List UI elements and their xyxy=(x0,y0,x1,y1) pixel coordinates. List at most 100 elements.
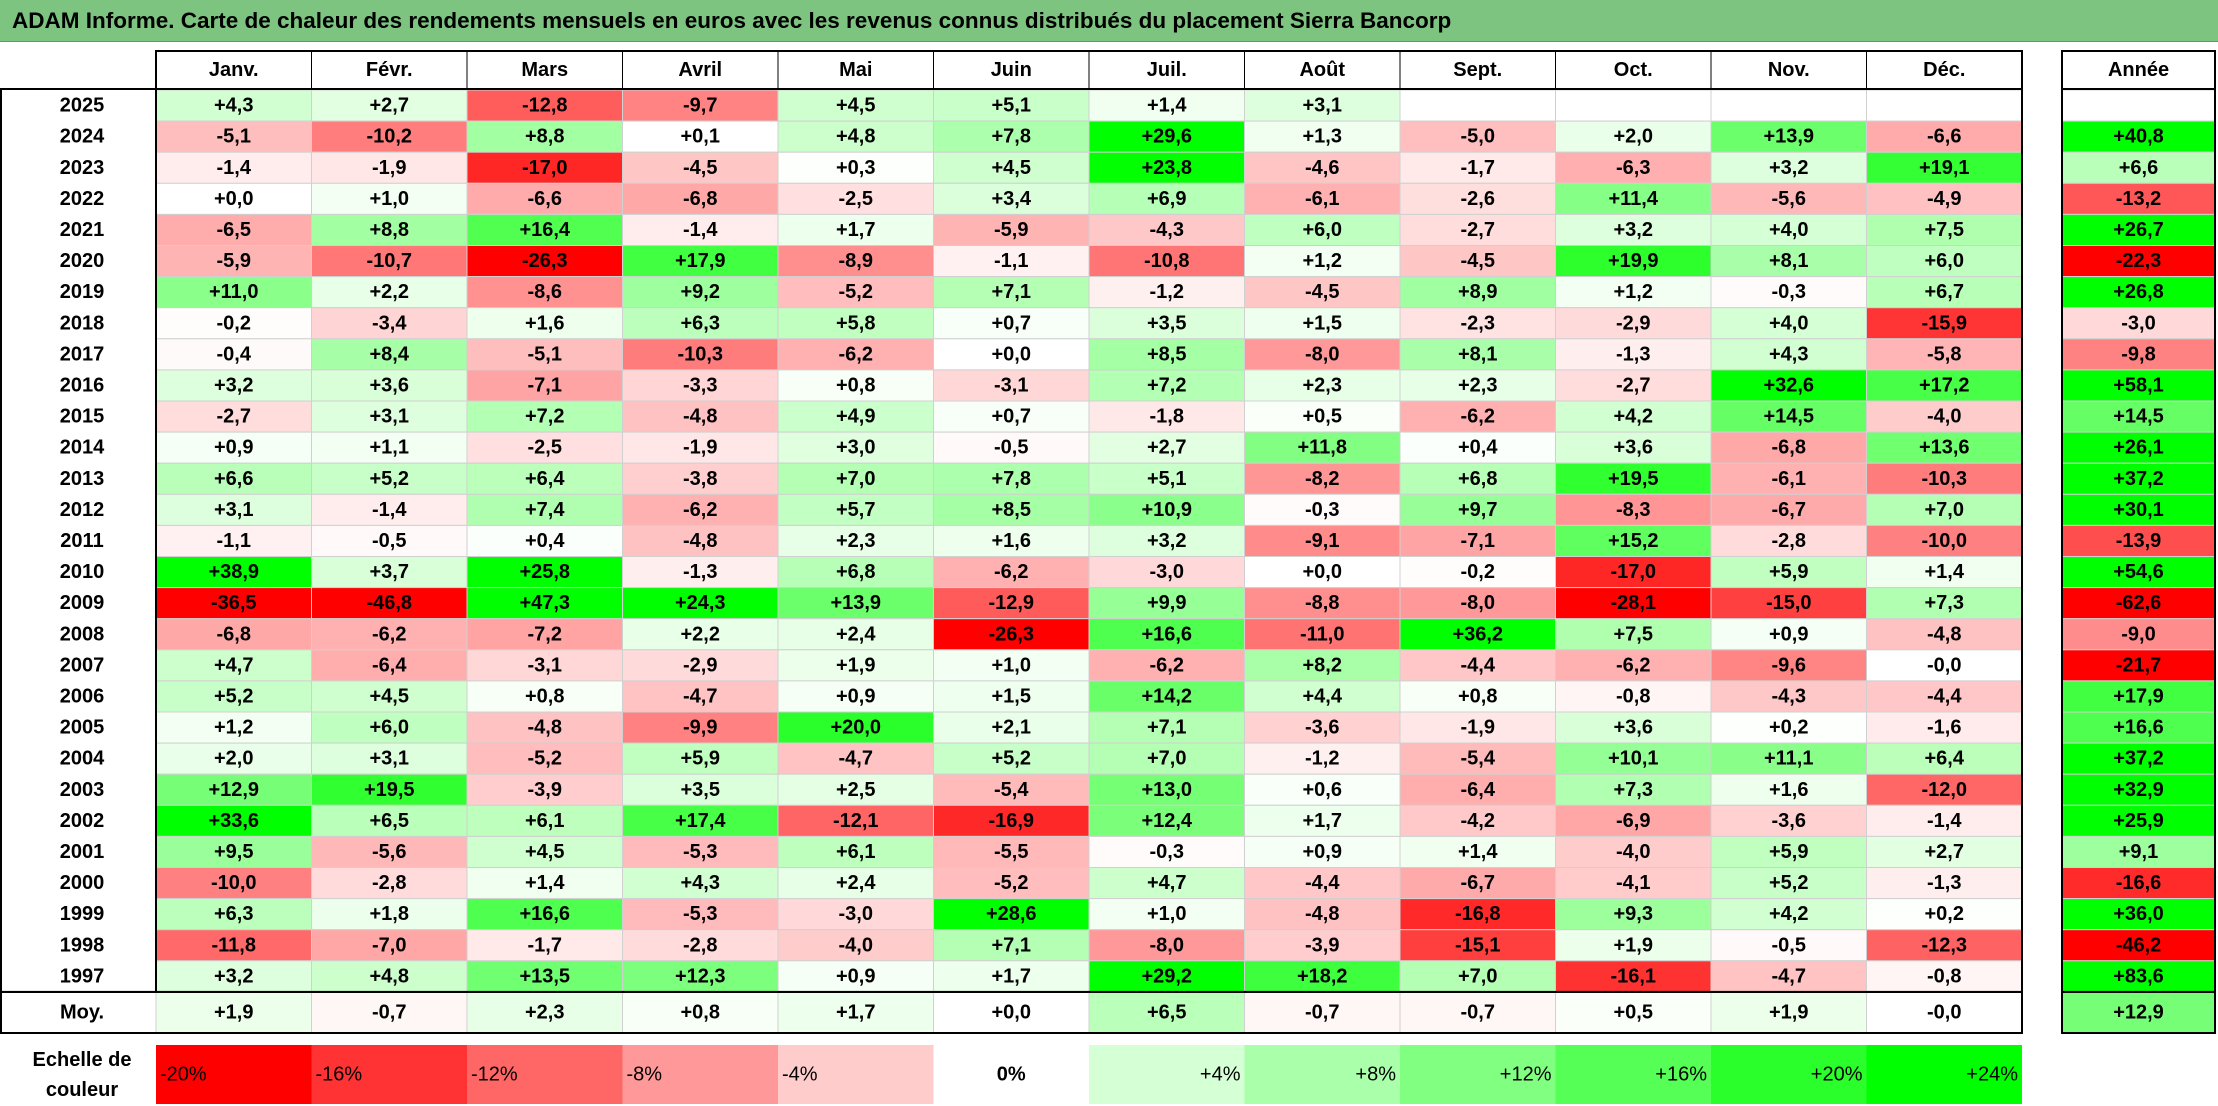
cell-value: +1,4 xyxy=(1147,95,1187,117)
cell-value: +2,4 xyxy=(836,623,876,645)
heatmap-cell xyxy=(466,182,623,215)
average-value: -0,7 xyxy=(372,1002,406,1024)
heatmap-cell xyxy=(1555,182,1712,215)
month-header-12: Déc. xyxy=(1923,59,1965,81)
year-label: 2003 xyxy=(60,779,105,801)
heatmap-cell xyxy=(1555,307,1712,340)
heatmap-cell xyxy=(1555,618,1712,651)
cell-value: +1,0 xyxy=(992,654,1031,676)
heatmap-cell xyxy=(311,276,468,309)
annual-value: +58,1 xyxy=(2113,374,2164,396)
cell-value: -6,7 xyxy=(1461,872,1495,894)
cell-value: +33,6 xyxy=(208,810,259,832)
scale-swatch xyxy=(1711,1045,1867,1104)
cell-value: +4,5 xyxy=(525,841,564,863)
cell-value: -4,5 xyxy=(683,157,717,179)
cell-value: +3,1 xyxy=(370,748,409,770)
cell-value: -5,6 xyxy=(1772,188,1806,210)
cell-value: -2,8 xyxy=(372,872,406,894)
cell-value: -10,2 xyxy=(366,126,412,148)
heatmap-cell xyxy=(1088,742,1245,775)
cell-value: -16,1 xyxy=(1610,965,1656,987)
heatmap-cell xyxy=(1088,711,1245,744)
heatmap-cell xyxy=(1244,556,1401,589)
heatmap-cell xyxy=(622,711,779,744)
cell-value: -3,0 xyxy=(1150,561,1184,583)
cell-value: +16,6 xyxy=(519,903,570,925)
cell-value: -3,8 xyxy=(683,468,717,490)
heatmap-cell xyxy=(466,804,623,837)
annual-value: +9,1 xyxy=(2119,841,2158,863)
cell-value: +3,1 xyxy=(370,406,409,428)
heatmap-cell xyxy=(1555,431,1712,464)
heatmap-cell xyxy=(1088,338,1245,371)
cell-value: +0,5 xyxy=(1303,406,1342,428)
year-label: 2002 xyxy=(60,810,105,832)
heatmap-cell xyxy=(777,773,934,806)
heatmap-cell xyxy=(777,213,934,246)
annual-cell xyxy=(2061,431,2216,464)
cell-value: -1,9 xyxy=(1461,717,1495,739)
cell-value: -15,9 xyxy=(1921,312,1967,334)
heatmap-cell xyxy=(622,120,779,153)
cell-value: -1,3 xyxy=(1927,872,1961,894)
scale-swatch xyxy=(778,1045,934,1104)
heatmap-cell xyxy=(1244,213,1401,246)
cell-value: -26,3 xyxy=(522,250,568,272)
annual-cell xyxy=(2061,151,2216,184)
cell-value: -12,8 xyxy=(522,95,568,117)
heatmap-cell xyxy=(777,742,934,775)
heatmap-cell xyxy=(466,618,623,651)
heatmap-cell xyxy=(1710,556,1867,589)
heatmap-cell xyxy=(1710,524,1867,558)
average-value: +0,8 xyxy=(681,1002,720,1024)
heatmap-cell xyxy=(1866,276,2023,309)
heatmap-cell xyxy=(777,711,934,744)
cell-value: -0,8 xyxy=(1616,685,1650,707)
cell-value: -6,5 xyxy=(217,219,251,241)
heatmap-cell xyxy=(777,960,934,993)
cell-value: +7,0 xyxy=(1925,499,1964,521)
heatmap-cell xyxy=(1244,773,1401,806)
cell-value: +3,6 xyxy=(1614,437,1653,459)
cell-value: +1,9 xyxy=(1614,934,1653,956)
cell-value: -6,2 xyxy=(1150,654,1184,676)
cell-value: -10,0 xyxy=(211,872,257,894)
heatmap-cell xyxy=(1866,960,2023,993)
cell-value: +29,6 xyxy=(1141,126,1192,148)
annual-cell xyxy=(2061,338,2216,371)
cell-value: +3,2 xyxy=(1147,530,1186,552)
scale-label: -4% xyxy=(782,1064,818,1086)
scale-label: +16% xyxy=(1655,1064,1707,1086)
heatmap-cell xyxy=(155,618,312,651)
month-header-4: Avril xyxy=(678,59,722,81)
cell-value: -28,1 xyxy=(1610,592,1656,614)
heatmap-cell xyxy=(1866,120,2023,153)
cell-value: +1,6 xyxy=(992,530,1031,552)
average-value: -0,7 xyxy=(1461,1002,1495,1024)
heatmap-cell xyxy=(1088,120,1245,153)
heatmap-cell xyxy=(777,462,934,495)
cell-value: -1,1 xyxy=(994,250,1028,272)
cell-value: -4,3 xyxy=(1150,219,1184,241)
cell-value: +0,4 xyxy=(1458,437,1498,459)
cell-value: -7,1 xyxy=(528,374,562,396)
month-header-6: Juin xyxy=(991,59,1032,81)
cell-value: +5,2 xyxy=(370,468,409,490)
cell-value: +14,5 xyxy=(1763,406,1814,428)
cell-value: -1,3 xyxy=(1616,343,1650,365)
heatmap-cell xyxy=(777,524,934,558)
cell-value: -2,9 xyxy=(1616,312,1650,334)
cell-value: -3,3 xyxy=(683,374,717,396)
cell-value: -1,7 xyxy=(1461,157,1495,179)
cell-value: +28,6 xyxy=(986,903,1037,925)
cell-value: -0,3 xyxy=(1150,841,1184,863)
heatmap-cell xyxy=(1244,276,1401,309)
heatmap-cell xyxy=(1555,742,1712,775)
heatmap-cell xyxy=(1710,711,1867,744)
scale-swatch xyxy=(311,1045,467,1104)
average-value: +1,7 xyxy=(836,1002,875,1024)
cell-value: +4,7 xyxy=(214,654,253,676)
heatmap-cell xyxy=(466,524,623,558)
